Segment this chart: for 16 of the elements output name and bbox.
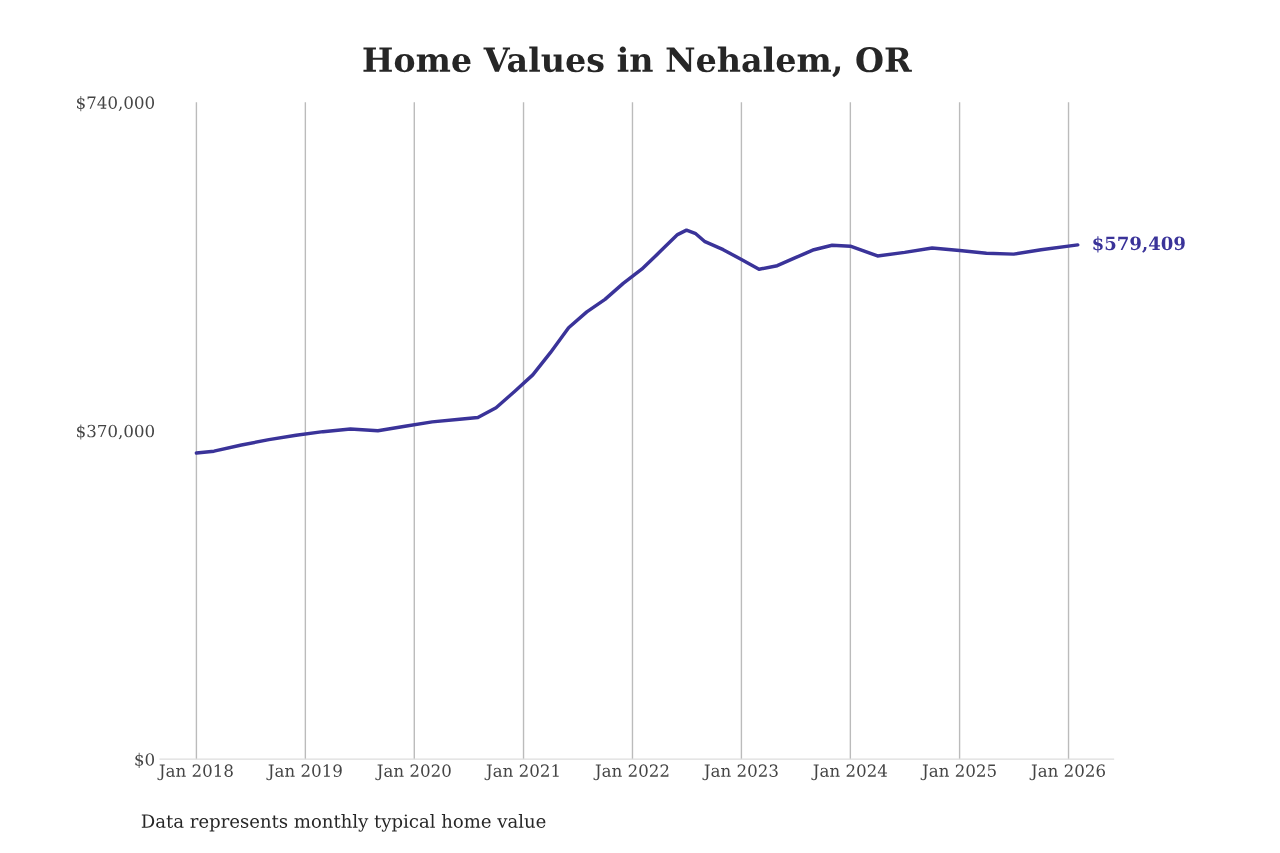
x-tick-label: Jan 2025 <box>920 764 996 781</box>
y-tick-label: $370,000 <box>77 424 155 440</box>
x-tick-label: Jan 2022 <box>593 764 669 781</box>
x-tick-label: Jan 2018 <box>157 764 233 781</box>
y-tick-label: $740,000 <box>77 96 155 112</box>
x-tick-label: Jan 2021 <box>484 764 559 781</box>
x-tick-label: Jan 2023 <box>702 764 778 781</box>
x-tick-label: Jan 2024 <box>811 764 888 781</box>
text: Data represents monthly typical home value <box>141 813 546 832</box>
x-tick-label: Jan 2019 <box>266 764 342 781</box>
chart-title: Home Values in Nehalem, OR <box>363 46 912 78</box>
x-tick-label: Jan 2026 <box>1029 764 1106 781</box>
x-tick-label: Jan 2020 <box>375 764 451 781</box>
line-series <box>194 228 1080 455</box>
annotation: $579,409 <box>1093 236 1185 253</box>
y-tick-label: $0 <box>135 752 155 768</box>
